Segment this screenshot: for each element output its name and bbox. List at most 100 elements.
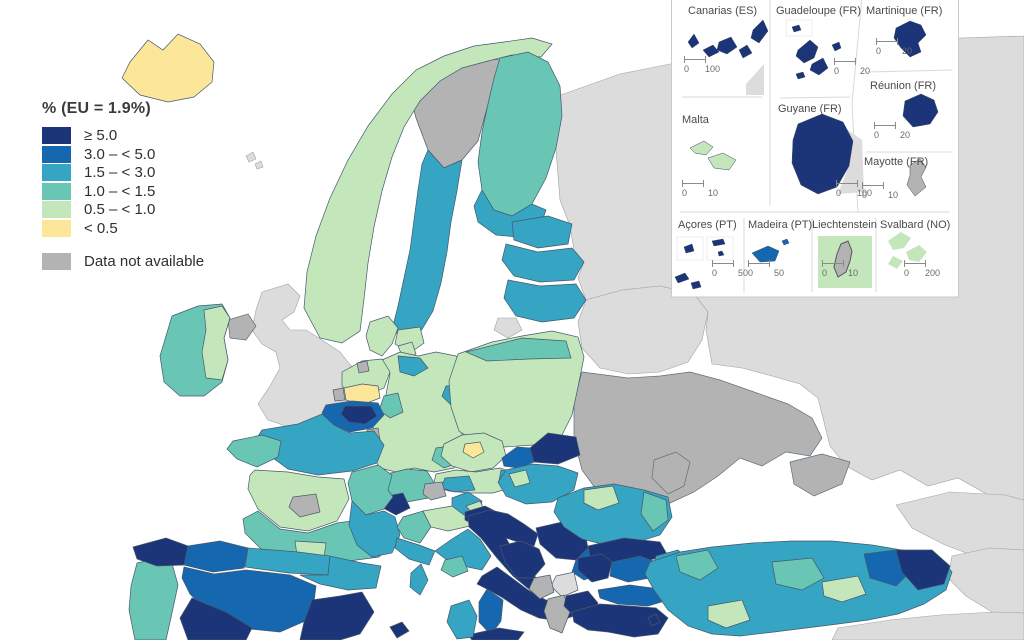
region-kosovo bbox=[550, 571, 579, 598]
region-poland-north bbox=[464, 337, 572, 362]
inset-label-svalbard: Svalbard (NO) bbox=[880, 219, 951, 231]
region-belgium-centre bbox=[340, 405, 378, 425]
inset-label-guadeloupe: Guadeloupe (FR) bbox=[776, 5, 861, 17]
scalebar-martinique: 0 20 bbox=[876, 38, 916, 56]
inset-mayotte-island bbox=[906, 158, 927, 197]
scalebar-glyph bbox=[748, 260, 770, 267]
scalebar-glyph bbox=[904, 260, 926, 267]
legend-label: 0.5 – < 1.0 bbox=[84, 201, 156, 218]
region-sicily bbox=[467, 627, 525, 640]
inset-guadeloupe-island bbox=[809, 57, 829, 76]
region-turkey-east bbox=[895, 549, 951, 591]
legend-label: 1.0 – < 1.5 bbox=[84, 182, 156, 200]
region-ukraine bbox=[573, 371, 823, 513]
inset-acores-island bbox=[711, 238, 726, 247]
region-kaliningrad bbox=[493, 317, 523, 339]
region-switzerland-east bbox=[422, 481, 447, 501]
inset-malta-island bbox=[689, 140, 714, 156]
scalebar-glyph bbox=[874, 122, 896, 129]
region-turkey-centre bbox=[771, 557, 825, 591]
scalebar-glyph bbox=[876, 38, 898, 45]
inset-canarias-island bbox=[716, 36, 738, 55]
region-slovakia-east bbox=[529, 432, 581, 465]
scale-max: 50 bbox=[737, 268, 748, 278]
legend-swatch bbox=[42, 219, 71, 237]
scale-max: 100 bbox=[856, 188, 872, 198]
inset-madeira-island bbox=[781, 238, 790, 246]
region-balearics bbox=[389, 621, 410, 639]
scalebar-liechtenstein: 0 10 bbox=[822, 260, 862, 278]
scale-max: 100 bbox=[704, 64, 720, 74]
region-corsica bbox=[409, 563, 429, 596]
inset-guyane-neighbour bbox=[838, 128, 864, 194]
inset-label-mayotte: Mayotte (FR) bbox=[864, 156, 929, 168]
inset-label-canarias: Canarias (ES) bbox=[688, 5, 758, 17]
insets-panel bbox=[671, 0, 959, 298]
no-data-regions bbox=[227, 313, 851, 513]
region-hungary-west bbox=[508, 469, 531, 488]
scale-min: 0 bbox=[748, 268, 754, 278]
inset-label-malta: Malta bbox=[682, 114, 709, 126]
scale-min: 0 bbox=[876, 46, 882, 56]
region-germany-north bbox=[397, 355, 429, 377]
inset-svalbard-island bbox=[888, 256, 903, 269]
inset-shapes bbox=[674, 19, 939, 290]
region-lithuania bbox=[503, 279, 587, 323]
region-austria-west bbox=[440, 475, 476, 493]
region-spain-southeast bbox=[299, 591, 375, 640]
map-legend: % (EU = 1.9%) ≥ 5.0 3.0 – < 5.0 1.5 – < … bbox=[42, 100, 204, 271]
region-spain-east bbox=[299, 555, 382, 591]
inset-canarias-island bbox=[687, 33, 700, 49]
scale-max: 200 bbox=[924, 268, 940, 278]
region-norway bbox=[303, 37, 553, 344]
inset-guadeloupe-island bbox=[831, 41, 842, 52]
legend-swatch bbox=[42, 127, 71, 144]
legend-row: 0.5 – < 1.0 bbox=[42, 201, 204, 218]
inset-guadeloupe-island bbox=[795, 71, 806, 80]
legend-row-no-data: Data not available bbox=[42, 252, 205, 270]
scalebar-madeira: 0 50 bbox=[748, 260, 788, 278]
region-caucasus bbox=[895, 491, 1024, 567]
inset-liechtenstein-shape bbox=[833, 240, 853, 278]
legend-label: ≥ 5.0 bbox=[84, 127, 118, 144]
inset-madeira-island bbox=[751, 245, 780, 263]
region-portugal bbox=[128, 555, 179, 640]
region-belarus bbox=[577, 285, 709, 375]
scale-max: 10 bbox=[707, 188, 718, 198]
inset-acores-island bbox=[690, 280, 702, 290]
region-prague bbox=[462, 441, 485, 459]
region-greece-northeast bbox=[597, 584, 669, 607]
scalebar-glyph bbox=[684, 56, 706, 63]
legend-label: Data not available bbox=[84, 252, 205, 270]
region-bosnia bbox=[499, 540, 546, 579]
inset-guadeloupe-island bbox=[795, 39, 819, 64]
scale-min: 0 bbox=[684, 64, 690, 74]
region-ireland-east bbox=[201, 305, 231, 381]
region-syria-iraq bbox=[831, 611, 1024, 640]
region-crimea bbox=[789, 453, 851, 497]
scale-min: 0 bbox=[682, 188, 688, 198]
inset-acores-island bbox=[717, 250, 725, 257]
scale-max: 20 bbox=[859, 66, 870, 76]
scalebar-glyph bbox=[682, 180, 704, 187]
scalebar-glyph bbox=[712, 260, 734, 267]
inset-label-acores: Açores (PT) bbox=[678, 219, 737, 231]
scalebar-guyane: 0 100 bbox=[836, 180, 876, 198]
region-greece bbox=[571, 603, 669, 638]
region-romania-east bbox=[640, 491, 669, 532]
legend-label: 1.5 – < 3.0 bbox=[84, 164, 156, 181]
region-moldova bbox=[651, 451, 691, 495]
region-italy-liguria bbox=[394, 537, 436, 566]
region-italy-centre-west bbox=[440, 555, 469, 578]
inset-label-madeira: Madeira (PT) bbox=[748, 219, 813, 231]
region-turkey-centre-south bbox=[821, 575, 867, 603]
legend-row: < 0.5 bbox=[42, 219, 204, 237]
scale-max: 20 bbox=[901, 46, 912, 56]
region-northern-ireland bbox=[227, 313, 257, 341]
inset-acores-island bbox=[674, 272, 690, 284]
legend-row: 1.5 – < 3.0 bbox=[42, 164, 204, 181]
region-france-east bbox=[347, 464, 394, 516]
legend-title: % (EU = 1.9%) bbox=[42, 100, 151, 117]
inset-malta-island bbox=[707, 152, 737, 171]
